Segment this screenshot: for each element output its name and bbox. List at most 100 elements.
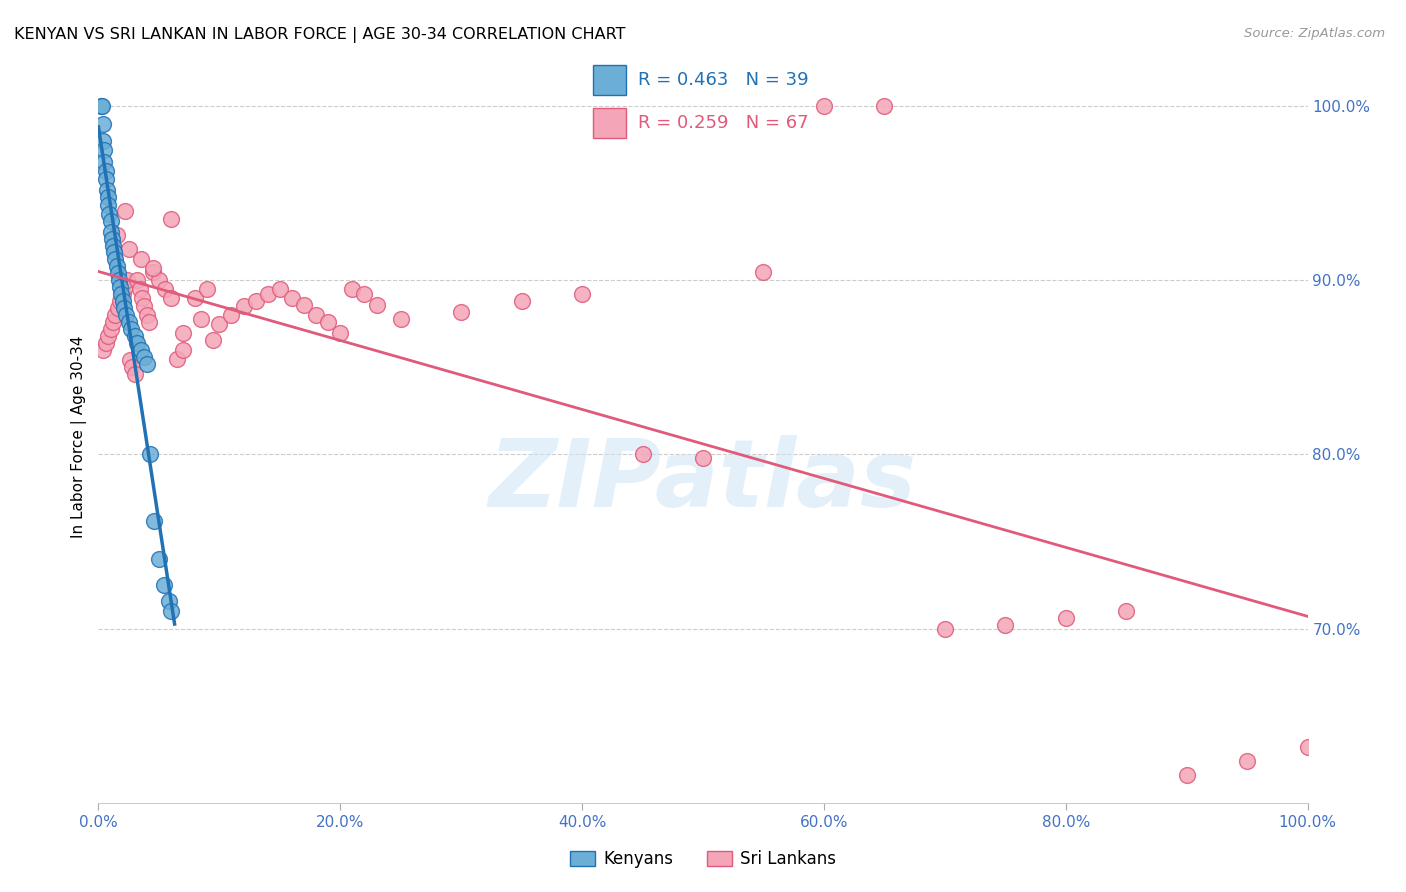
Point xyxy=(108,273,131,287)
Point xyxy=(108,294,131,309)
Point xyxy=(353,287,375,301)
Point xyxy=(129,343,152,357)
Point xyxy=(813,99,835,113)
Point xyxy=(121,360,143,375)
Point xyxy=(1115,604,1137,618)
Text: KENYAN VS SRI LANKAN IN LABOR FORCE | AGE 30-34 CORRELATION CHART: KENYAN VS SRI LANKAN IN LABOR FORCE | AG… xyxy=(14,27,626,43)
Point xyxy=(101,315,124,329)
Point xyxy=(160,212,183,227)
Point xyxy=(96,183,118,197)
Text: R = 0.259   N = 67: R = 0.259 N = 67 xyxy=(638,114,808,132)
Point xyxy=(994,618,1017,632)
Point xyxy=(105,260,128,274)
Point xyxy=(101,238,124,252)
FancyBboxPatch shape xyxy=(592,65,626,95)
Point xyxy=(124,368,146,382)
Point xyxy=(934,622,956,636)
Point xyxy=(115,308,138,322)
Point xyxy=(129,252,152,267)
Point xyxy=(172,343,194,357)
Point xyxy=(148,273,170,287)
Point xyxy=(90,99,112,113)
Point xyxy=(114,280,136,294)
Point xyxy=(389,311,412,326)
Point xyxy=(139,448,162,462)
Point xyxy=(329,326,352,340)
Point xyxy=(232,300,254,314)
Point xyxy=(190,311,212,326)
Point xyxy=(269,282,291,296)
Point xyxy=(256,287,278,301)
Point xyxy=(450,304,472,318)
Point xyxy=(157,594,180,608)
FancyBboxPatch shape xyxy=(592,108,626,138)
Point xyxy=(104,308,127,322)
Point xyxy=(100,322,122,336)
Point xyxy=(134,350,156,364)
Point xyxy=(97,190,120,204)
Point xyxy=(316,315,339,329)
Point xyxy=(160,604,183,618)
Point xyxy=(135,357,157,371)
Point xyxy=(98,207,121,221)
Point xyxy=(107,301,129,316)
Point xyxy=(342,282,364,296)
Point xyxy=(97,198,120,212)
Point xyxy=(138,315,160,329)
Point xyxy=(94,163,117,178)
Point xyxy=(91,134,114,148)
Point xyxy=(571,287,593,301)
Point xyxy=(103,245,125,260)
Point xyxy=(153,282,176,296)
Point xyxy=(118,353,141,368)
Point xyxy=(104,252,127,267)
Point xyxy=(108,280,131,294)
Point xyxy=(100,231,122,245)
Point xyxy=(142,265,165,279)
Point xyxy=(127,336,149,351)
Y-axis label: In Labor Force | Age 30-34: In Labor Force | Age 30-34 xyxy=(72,335,87,539)
Point xyxy=(94,336,117,351)
Point xyxy=(873,99,896,113)
Point xyxy=(93,155,115,169)
Point xyxy=(221,308,243,322)
Point xyxy=(127,273,149,287)
Point xyxy=(112,301,135,316)
Point xyxy=(752,265,775,279)
Point xyxy=(105,228,128,243)
Point xyxy=(292,298,315,312)
Point xyxy=(184,291,207,305)
Point xyxy=(131,291,153,305)
Point xyxy=(305,308,328,322)
Point xyxy=(281,291,304,305)
Point xyxy=(1175,768,1198,782)
Point xyxy=(107,266,129,280)
Point xyxy=(631,448,654,462)
Point xyxy=(195,282,218,296)
Point xyxy=(245,294,267,309)
Point xyxy=(134,300,156,314)
Point xyxy=(1054,611,1077,625)
Point xyxy=(124,329,146,343)
Point xyxy=(148,552,170,566)
Point xyxy=(117,273,139,287)
Point xyxy=(128,282,150,296)
Point xyxy=(114,203,136,218)
Point xyxy=(142,261,165,276)
Point xyxy=(111,287,134,301)
Point xyxy=(135,308,157,322)
Point xyxy=(97,329,120,343)
Point xyxy=(172,326,194,340)
Point xyxy=(143,514,166,528)
Point xyxy=(93,143,115,157)
Point xyxy=(208,317,231,331)
Point xyxy=(94,172,117,186)
Point xyxy=(152,578,174,592)
Point xyxy=(1236,754,1258,768)
Text: R = 0.463   N = 39: R = 0.463 N = 39 xyxy=(638,70,808,88)
Point xyxy=(91,343,114,357)
Point xyxy=(110,287,132,301)
Point xyxy=(1296,740,1319,755)
Point xyxy=(118,315,141,329)
Point xyxy=(111,294,134,309)
